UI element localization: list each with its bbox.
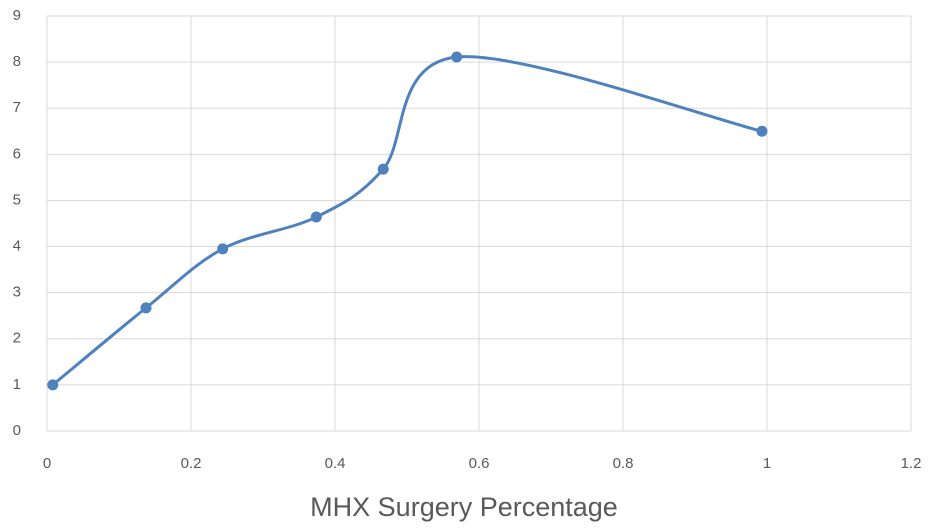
y-tick-label: 3 [13, 284, 21, 301]
x-tick-label: 1 [763, 455, 771, 472]
point [47, 379, 59, 391]
y-tick-label: 0 [13, 422, 21, 439]
y-tick-label: 1 [13, 376, 21, 393]
y-tick-label: 4 [13, 238, 21, 255]
point [756, 125, 768, 137]
point [451, 51, 463, 63]
point [217, 243, 229, 255]
x-axis-label: MHX Surgery Percentage [310, 492, 618, 522]
x-tick-label: 0.8 [613, 455, 634, 472]
point [140, 302, 152, 314]
y-tick-label: 6 [13, 145, 21, 162]
point [377, 163, 389, 175]
x-tick-label: 0.6 [469, 455, 490, 472]
x-tick-label: 1.2 [901, 455, 922, 472]
y-tick-label: 7 [13, 99, 21, 116]
y-tick-label: 2 [13, 330, 21, 347]
x-tick-label: 0 [43, 455, 51, 472]
y-tick-label: 5 [13, 191, 21, 208]
x-tick-label: 0.2 [181, 455, 202, 472]
series-line [51, 55, 763, 387]
point [310, 211, 322, 223]
x-tick-label: 0.4 [325, 455, 346, 472]
y-tick-label: 9 [13, 7, 21, 24]
y-tick-label: 8 [13, 53, 21, 70]
